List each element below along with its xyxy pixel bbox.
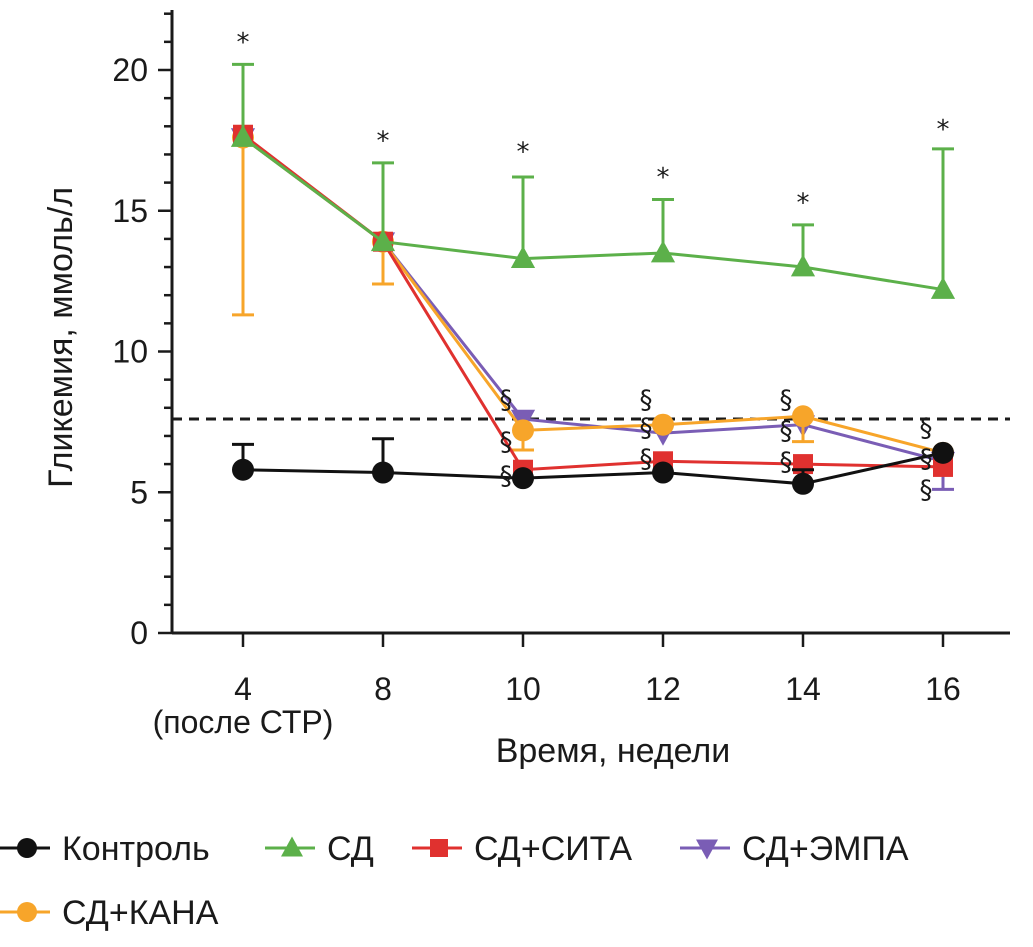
significance-asterisk: *	[657, 163, 670, 193]
significance-section-sign: §	[640, 385, 653, 415]
data-point	[650, 240, 676, 263]
series-triangle-up	[230, 62, 956, 299]
legend-entry: Контроль	[0, 830, 210, 868]
series-circle	[232, 126, 954, 464]
significance-asterisk: *	[377, 126, 390, 156]
legend-marker	[281, 836, 303, 857]
significance-section-sign: §	[500, 428, 513, 458]
series-control	[232, 437, 954, 495]
legend-marker	[696, 839, 718, 860]
y-tick-label: 15	[112, 193, 148, 229]
data-point	[230, 124, 256, 147]
significance-asterisk: *	[237, 28, 250, 58]
significance-section-sign: §	[780, 447, 793, 477]
y-axis-title: Гликемия, ммоль/л	[42, 187, 80, 488]
significance-asterisk: *	[797, 188, 810, 218]
data-point	[932, 441, 954, 464]
y-tick-label: 20	[112, 52, 148, 88]
data-point	[372, 461, 394, 484]
series-line	[242, 136, 944, 463]
legend-label: СД	[327, 830, 374, 868]
significance-section-sign: §	[500, 385, 513, 415]
x-axis-title: Время, недели	[496, 732, 731, 770]
x-tick-label: 10	[505, 671, 541, 707]
legend-entry: СД+ЭМПА	[680, 830, 909, 868]
legend-marker	[17, 902, 37, 922]
data-point	[232, 458, 254, 481]
series-line	[242, 136, 944, 292]
legend-marker	[430, 839, 448, 857]
significance-asterisk: *	[517, 138, 530, 168]
data-point	[652, 413, 674, 436]
x-tick-label: 4	[234, 671, 252, 707]
series-line	[242, 136, 944, 455]
significance-section-sign: §	[640, 414, 653, 444]
y-tick-label: 5	[130, 474, 148, 510]
series-line	[242, 451, 944, 486]
significance-markers: ** ****§§§§§§§§§§§§	[237, 28, 950, 506]
legend-entry: СД	[265, 830, 374, 868]
legend-label: СД+СИТА	[474, 830, 632, 868]
significance-section-sign: §	[780, 385, 793, 415]
x-tick-label: 12	[645, 671, 681, 707]
legend-marker	[17, 838, 37, 858]
legend-label: СД+ЭМПА	[742, 830, 909, 868]
axes: 0 5 10 15 20 4(после СТР) 8 10 12 14 16	[112, 10, 1010, 740]
data-point	[790, 254, 816, 277]
significance-section-sign: §	[920, 444, 933, 474]
legend-entry: СД+КАНА	[0, 894, 219, 932]
significance-section-sign: §	[500, 461, 513, 491]
y-tick-label: 10	[112, 334, 148, 370]
significance-section-sign: §	[920, 414, 933, 444]
data-point	[510, 245, 536, 268]
data-point	[512, 467, 534, 490]
legend: Контроль СД СД+СИТА СД+ЭМПА СД+КАНА	[0, 830, 909, 932]
data-point	[652, 461, 674, 484]
data-point	[792, 472, 814, 495]
series-triangle-down	[230, 128, 956, 491]
significance-asterisk: *	[937, 115, 950, 145]
series-layer	[230, 62, 956, 495]
x-tick-label: 16	[925, 671, 961, 707]
y-tick-label: 0	[130, 615, 148, 651]
significance-section-sign: §	[640, 444, 653, 474]
significance-section-sign: §	[780, 416, 793, 446]
data-point	[512, 419, 534, 442]
x-tick-sublabel: (после СТР)	[153, 704, 334, 740]
legend-label: СД+КАНА	[62, 894, 219, 932]
data-point	[930, 276, 956, 299]
legend-entry: СД+СИТА	[412, 830, 632, 868]
data-point	[792, 405, 814, 428]
legend-label: Контроль	[62, 830, 210, 868]
x-tick-label: 14	[785, 671, 821, 707]
significance-section-sign: §	[920, 475, 933, 505]
x-tick-label: 8	[374, 671, 392, 707]
data-point	[370, 229, 396, 252]
